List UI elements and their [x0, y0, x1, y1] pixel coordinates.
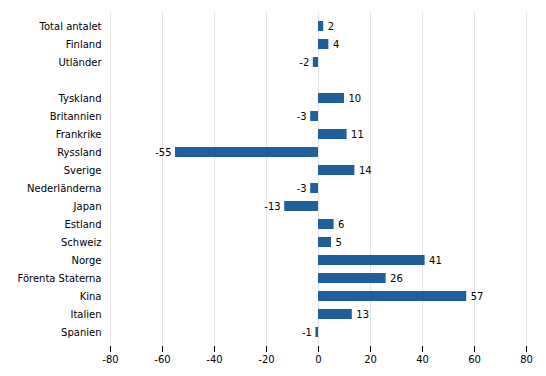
svg-text:0: 0 — [315, 354, 321, 365]
svg-text:-1: -1 — [302, 327, 312, 338]
svg-text:Tyskland: Tyskland — [57, 93, 101, 104]
svg-text:Kina: Kina — [80, 291, 102, 302]
svg-text:60: 60 — [468, 354, 481, 365]
svg-text:10: 10 — [349, 93, 362, 104]
svg-text:11: 11 — [351, 129, 364, 140]
svg-text:40: 40 — [416, 354, 429, 365]
svg-text:13: 13 — [356, 309, 369, 320]
svg-text:6: 6 — [338, 219, 344, 230]
svg-text:Finland: Finland — [66, 39, 102, 50]
svg-text:57: 57 — [471, 291, 484, 302]
svg-text:-3: -3 — [297, 183, 307, 194]
svg-text:5: 5 — [336, 237, 342, 248]
svg-text:-2: -2 — [299, 57, 309, 68]
svg-text:Italien: Italien — [70, 309, 101, 320]
svg-text:-3: -3 — [297, 111, 307, 122]
svg-text:Spanien: Spanien — [61, 327, 101, 338]
svg-text:Nederländerna: Nederländerna — [27, 183, 101, 194]
svg-text:4: 4 — [333, 39, 339, 50]
svg-text:Förenta Staterna: Förenta Staterna — [18, 273, 102, 284]
svg-text:20: 20 — [364, 354, 377, 365]
svg-text:-80: -80 — [102, 354, 118, 365]
svg-text:Utländer: Utländer — [58, 57, 102, 68]
svg-text:14: 14 — [359, 165, 372, 176]
svg-text:80: 80 — [520, 354, 533, 365]
svg-text:Britannien: Britannien — [50, 111, 102, 122]
svg-text:Frankrike: Frankrike — [56, 129, 102, 140]
svg-text:-20: -20 — [258, 354, 274, 365]
svg-text:-60: -60 — [154, 354, 170, 365]
svg-text:26: 26 — [390, 273, 403, 284]
svg-text:Schweiz: Schweiz — [61, 237, 102, 248]
svg-text:Estland: Estland — [64, 219, 101, 230]
svg-text:Norge: Norge — [71, 255, 101, 266]
svg-text:Total antalet: Total antalet — [39, 21, 102, 32]
svg-text:2: 2 — [328, 21, 334, 32]
svg-text:Ryssland: Ryssland — [57, 147, 101, 158]
svg-text:-55: -55 — [155, 147, 171, 158]
svg-text:41: 41 — [429, 255, 442, 266]
svg-text:-13: -13 — [264, 201, 280, 212]
svg-text:-40: -40 — [206, 354, 222, 365]
svg-text:Sverige: Sverige — [64, 165, 102, 176]
svg-text:Japan: Japan — [73, 201, 102, 212]
